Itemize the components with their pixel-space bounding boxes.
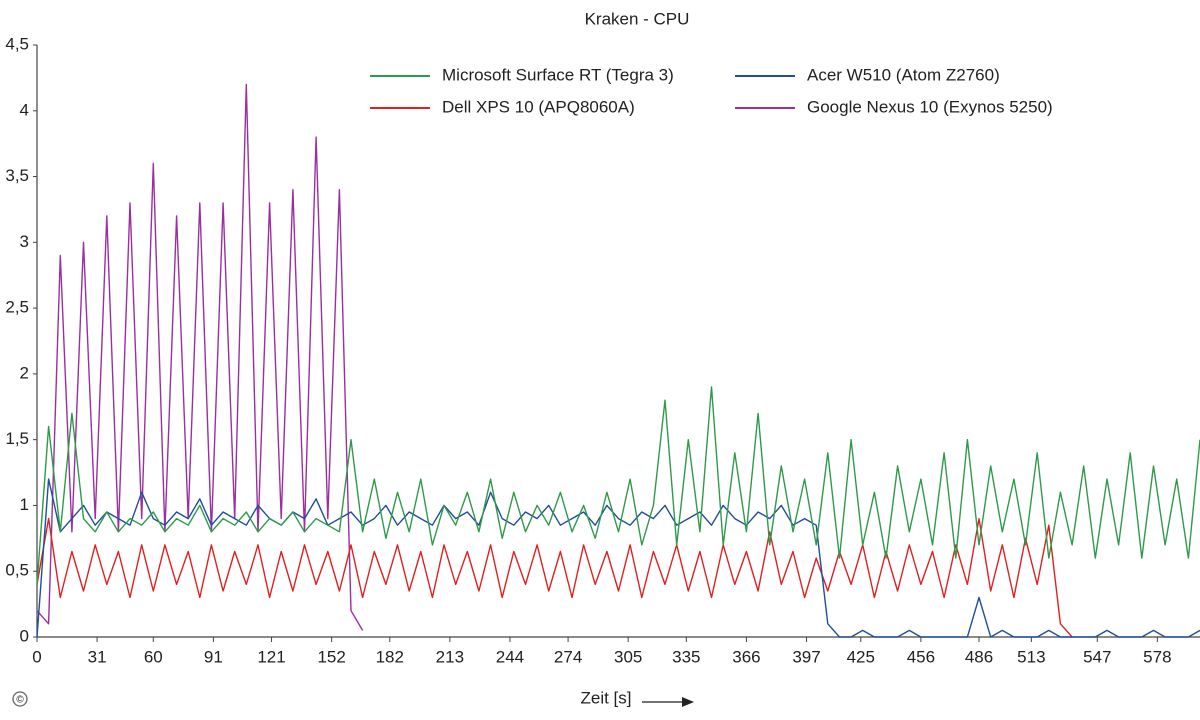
x-tick-label: 335 (672, 647, 700, 666)
legend-label: Google Nexus 10 (Exynos 5250) (807, 97, 1053, 116)
x-tick-label: 244 (496, 647, 524, 666)
chart-title: Kraken - CPU (585, 9, 690, 28)
x-tick-label: 31 (88, 647, 107, 666)
y-tick-label: 2 (20, 363, 29, 382)
x-tick-label: 121 (257, 647, 285, 666)
legend-label: Acer W510 (Atom Z2760) (807, 65, 1000, 84)
x-tick-label: 456 (907, 647, 935, 666)
y-tick-label: 3,5 (5, 166, 29, 185)
x-axis-arrowhead (682, 697, 694, 707)
x-tick-label: 274 (554, 647, 582, 666)
copyright-ring (12, 691, 28, 707)
x-tick-label: 182 (376, 647, 404, 666)
x-tick-label: 547 (1083, 647, 1111, 666)
x-tick-label: 578 (1143, 647, 1171, 666)
y-tick-label: 4,5 (5, 34, 29, 53)
x-tick-label: 397 (792, 647, 820, 666)
x-tick-label: 513 (1017, 647, 1045, 666)
x-tick-label: 305 (614, 647, 642, 666)
x-axis-label: Zeit [s] (580, 688, 631, 707)
y-tick-label: 3 (20, 232, 29, 251)
series-line (36, 386, 1200, 585)
x-tick-label: 60 (144, 647, 163, 666)
copyright-mark: © (16, 695, 24, 706)
legend-label: Microsoft Surface RT (Tegra 3) (442, 65, 674, 84)
legend-label: Dell XPS 10 (APQ8060A) (442, 97, 635, 116)
y-tick-label: 1 (20, 495, 29, 514)
series-line (36, 517, 1073, 638)
x-tick-label: 213 (436, 647, 464, 666)
x-tick-label: 91 (204, 647, 223, 666)
y-tick-label: 2,5 (5, 298, 29, 317)
x-tick-label: 486 (965, 647, 993, 666)
x-tick-label: 0 (32, 647, 41, 666)
y-tick-label: 4 (20, 100, 29, 119)
series-line (36, 83, 364, 631)
y-tick-label: 0 (20, 626, 29, 645)
x-tick-label: 366 (732, 647, 760, 666)
x-tick-label: 425 (847, 647, 875, 666)
series-line (36, 478, 1200, 638)
y-tick-label: 1,5 (5, 429, 29, 448)
x-tick-label: 152 (317, 647, 345, 666)
y-tick-label: 0,5 (5, 561, 29, 580)
